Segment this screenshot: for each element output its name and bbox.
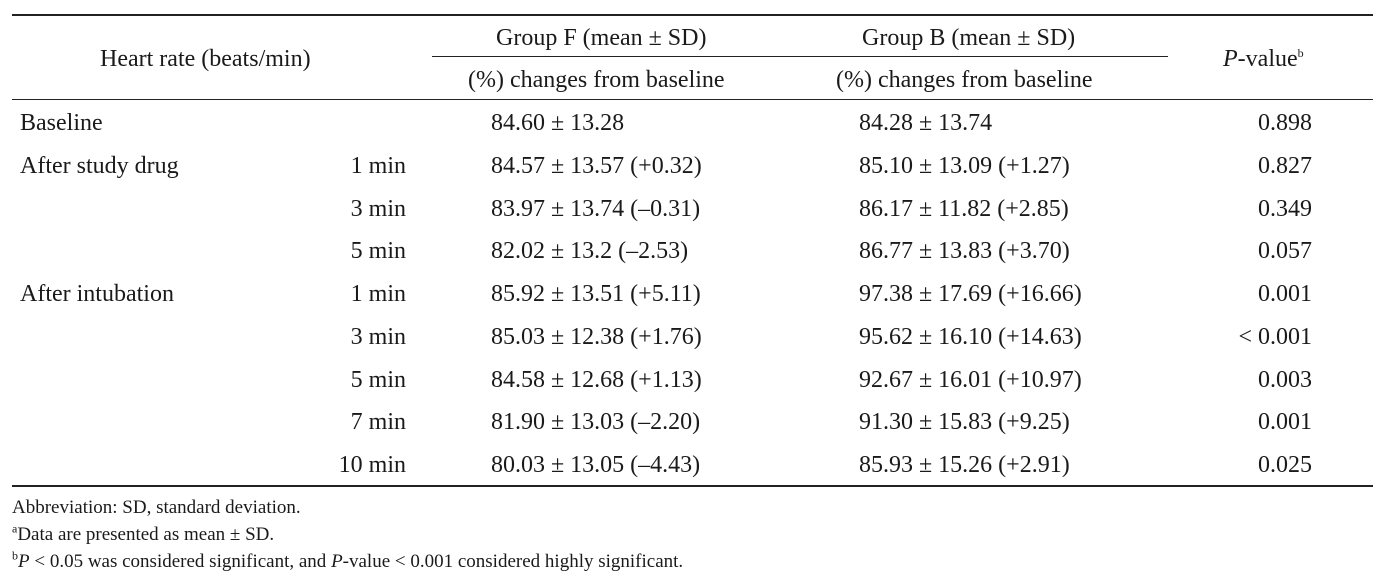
row-group-f-value: 81.90 ± 13.03 (–2.20) <box>491 409 701 435</box>
footnote-b: bP < 0.05 was considered significant, an… <box>12 548 684 572</box>
row-group-b-value: 95.62 ± 16.10 (+14.63) <box>859 324 1082 350</box>
row-group-b-value: 86.17 ± 11.82 (+2.85) <box>859 196 1069 222</box>
row-p-value: 0.003 <box>1258 367 1312 393</box>
footnote-abbreviation: Abbreviation: SD, standard deviation. <box>12 497 301 518</box>
row-label: Baseline <box>20 110 103 136</box>
row-group-f-value: 83.97 ± 13.74 (–0.31) <box>491 196 701 222</box>
row-group-f-value: 85.92 ± 13.51 (+5.11) <box>491 281 701 307</box>
header-group-f: Group F (mean ± SD) <box>496 25 707 51</box>
row-time: 5 min <box>350 367 406 393</box>
row-group-f-value: 80.03 ± 13.05 (–4.43) <box>491 452 701 478</box>
row-p-value: 0.827 <box>1258 153 1312 179</box>
row-p-value: 0.025 <box>1258 452 1312 478</box>
header-group-b: Group B (mean ± SD) <box>862 25 1076 51</box>
table-bottom-rule <box>12 485 1373 487</box>
row-group-b-value: 85.93 ± 15.26 (+2.91) <box>859 452 1070 478</box>
row-label: After intubation <box>20 281 174 307</box>
row-group-f-value: 84.57 ± 13.57 (+0.32) <box>491 153 702 179</box>
row-group-f-value: 82.02 ± 13.2 (–2.53) <box>491 238 689 264</box>
row-p-value: < 0.001 <box>1238 324 1312 350</box>
row-time: 5 min <box>350 238 406 264</box>
row-time: 1 min <box>350 281 406 307</box>
header-changes-b: (%) changes from baseline <box>836 67 1093 93</box>
row-time: 3 min <box>350 196 406 222</box>
group-header-rule <box>432 56 1168 57</box>
row-p-value: 0.057 <box>1258 238 1312 264</box>
row-p-value: 0.349 <box>1258 196 1312 222</box>
row-label: After study drug <box>20 153 179 179</box>
row-group-f-value: 84.60 ± 13.28 <box>491 110 625 136</box>
row-time: 10 min <box>338 452 406 478</box>
row-time: 1 min <box>350 153 406 179</box>
row-group-f-value: 84.58 ± 12.68 (+1.13) <box>491 367 702 393</box>
row-group-b-value: 97.38 ± 17.69 (+16.66) <box>859 281 1082 307</box>
table-top-rule <box>12 14 1373 16</box>
row-p-value: 0.898 <box>1258 110 1312 136</box>
header-p-value: P-valueb <box>1223 46 1304 72</box>
row-p-value: 0.001 <box>1258 409 1312 435</box>
row-group-b-value: 91.30 ± 15.83 (+9.25) <box>859 409 1070 435</box>
row-group-f-value: 85.03 ± 12.38 (+1.76) <box>491 324 702 350</box>
row-group-b-value: 92.67 ± 16.01 (+10.97) <box>859 367 1082 393</box>
row-group-b-value: 86.77 ± 13.83 (+3.70) <box>859 238 1070 264</box>
row-p-value: 0.001 <box>1258 281 1312 307</box>
header-changes-f: (%) changes from baseline <box>468 67 725 93</box>
row-time: 3 min <box>350 324 406 350</box>
footnote-a: aData are presented as mean ± SD. <box>12 521 275 545</box>
table-header-rule <box>12 99 1373 100</box>
header-heart-rate: Heart rate (beats/min) <box>100 46 311 72</box>
row-group-b-value: 85.10 ± 13.09 (+1.27) <box>859 153 1070 179</box>
row-group-b-value: 84.28 ± 13.74 <box>859 110 993 136</box>
row-time: 7 min <box>350 409 406 435</box>
